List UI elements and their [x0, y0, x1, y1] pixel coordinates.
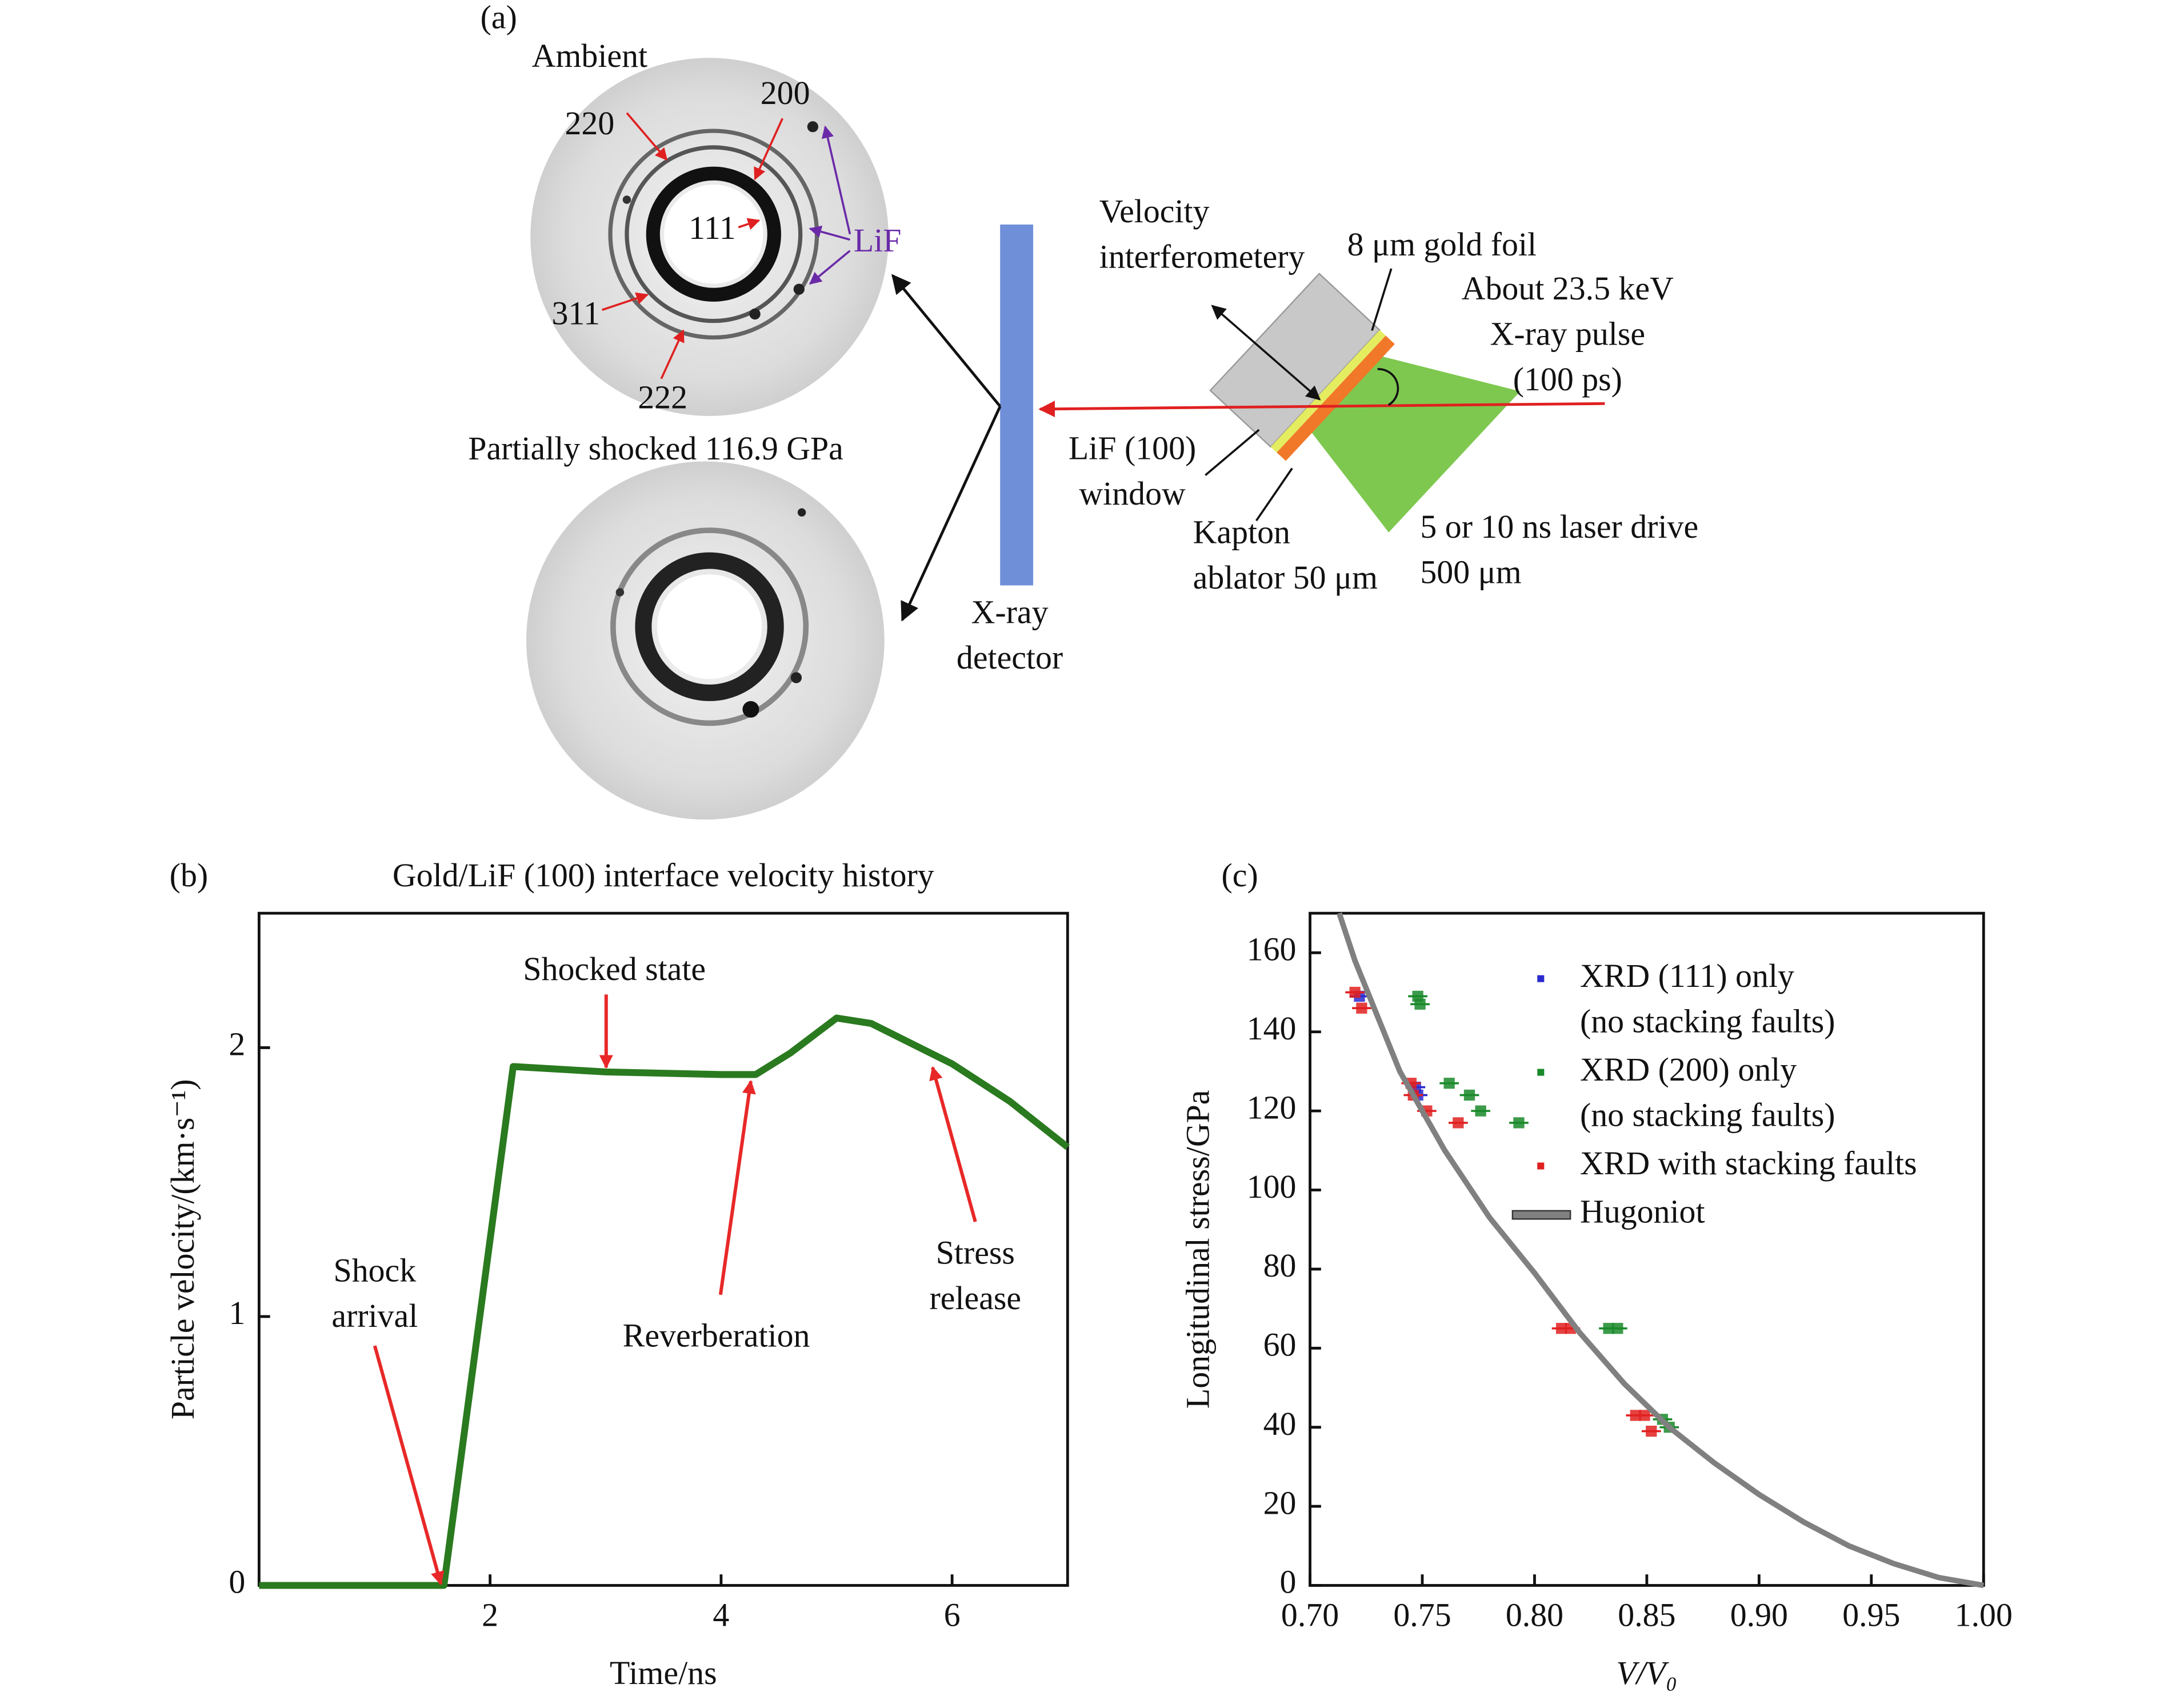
annotation-arrow: [373, 1345, 445, 1586]
scatter-point: [1639, 1410, 1650, 1421]
diffraction-ambient: [530, 58, 889, 416]
y-axis-label: Longitudinal stress/GPa: [1179, 1090, 1216, 1409]
legend-marker: [1537, 1069, 1545, 1076]
panel-a: (a) Ambient 220 200 111 311 222 LiF: [468, 0, 1698, 820]
label-detector: X-ray detector: [957, 594, 1063, 677]
label-shocked: Partially shocked 116.9 GPa: [468, 430, 843, 467]
pointer-lines: [1205, 268, 1393, 522]
y-tick-label: 80: [1263, 1247, 1297, 1284]
annotation-arrow: [929, 1066, 977, 1222]
scatter-point: [1414, 998, 1426, 1010]
annotation: Shock arrival: [331, 1252, 418, 1335]
x-tick-label: 0.80: [1506, 1597, 1563, 1634]
plot-frame: [257, 911, 1069, 1587]
y-tick-label: 40: [1263, 1405, 1297, 1442]
y-tick-label: 120: [1247, 1089, 1297, 1126]
reflection-label: 111: [689, 209, 735, 246]
x-tick-label: 0.70: [1281, 1597, 1339, 1634]
label-kapton: Kapton ablator 50 μm: [1193, 514, 1378, 597]
x-ray-beam: [1038, 401, 1605, 418]
scatter-point: [1612, 1323, 1623, 1334]
angle-mark: [1377, 368, 1399, 406]
legend-label: XRD with stacking faults: [1580, 1145, 1917, 1182]
legend-marker: [1537, 975, 1545, 982]
y-tick-label: 2: [229, 1026, 245, 1063]
x-tick-label: 0.95: [1842, 1597, 1900, 1634]
panel-label: (c): [1222, 857, 1258, 894]
x-axis-label: V/V₀: [1616, 1654, 1677, 1691]
x-tick-label: 2: [482, 1597, 498, 1634]
scatter-point: [1349, 986, 1361, 998]
reflection-arrows: [601, 112, 783, 379]
scatter-point: [1443, 1078, 1455, 1089]
y-tick-label: 0: [229, 1563, 245, 1601]
x-tick-label: 0.90: [1730, 1597, 1788, 1634]
y-tick-label: 0: [1280, 1563, 1297, 1601]
y-tick-label: 160: [1247, 931, 1297, 968]
label-gold: 8 μm gold foil: [1347, 226, 1537, 263]
reflection-label: 200: [761, 74, 810, 111]
y-tick-label: 100: [1247, 1168, 1297, 1205]
target: [1209, 273, 1521, 533]
scatter-point: [1463, 1089, 1475, 1101]
label-xray: About 23.5 keV X-ray pulse (100 ps): [1462, 270, 1674, 398]
reflection-label: 311: [551, 295, 600, 332]
label-velocity: Velocity interferometery: [1099, 193, 1305, 275]
y-axis-label: Particle velocity/(km·s⁻¹): [164, 1079, 201, 1419]
reflection-label: 222: [638, 379, 687, 416]
lif-arrows: [809, 125, 851, 285]
annotation-arrow: [718, 1079, 756, 1295]
annotation: Shocked state: [523, 950, 706, 987]
x-tick-label: 0.85: [1618, 1597, 1675, 1634]
legend-label: XRD (111) only (no stacking faults): [1580, 957, 1835, 1040]
annotation: Stress release: [930, 1234, 1022, 1317]
legend-label: XRD (200) only (no stacking faults): [1580, 1051, 1835, 1134]
diffraction-shocked: [526, 461, 885, 820]
scatter-point: [1453, 1117, 1464, 1129]
x-tick-label: 4: [713, 1597, 729, 1634]
data-line: [259, 1014, 1070, 1589]
hugoniot-line: [1337, 912, 1985, 1589]
x-tick-label: 1.00: [1955, 1597, 2013, 1634]
scatter-point: [1356, 1002, 1367, 1014]
scatter-point: [1475, 1105, 1486, 1117]
panel-label: (a): [481, 0, 517, 35]
scatter-point: [1513, 1117, 1525, 1129]
annotation: Reverberation: [623, 1317, 810, 1354]
label-ambient: Ambient: [532, 37, 647, 74]
panel-label: (b): [170, 857, 208, 894]
diffraction-arrows: [891, 274, 1002, 622]
x-ray-detector: [1000, 224, 1034, 586]
interferometry-arrow: [1211, 305, 1321, 401]
y-tick-label: 1: [229, 1294, 245, 1331]
x-tick-label: 6: [944, 1597, 961, 1634]
y-tick-label: 60: [1263, 1326, 1297, 1363]
chart-title: Gold/LiF (100) interface velocity histor…: [393, 857, 934, 894]
reflection-label: 220: [565, 105, 614, 142]
legend-marker: [1537, 1162, 1545, 1170]
legend-marker: [1511, 1210, 1571, 1220]
x-axis-label: Time/ns: [610, 1654, 717, 1691]
lif-label: LiF: [854, 222, 902, 259]
legend-label: Hugoniot: [1580, 1193, 1705, 1230]
y-tick-label: 20: [1263, 1484, 1297, 1521]
label-window: LiF (100) window: [1069, 430, 1196, 513]
label-laser: 5 or 10 ns laser drive 500 μm: [1420, 508, 1698, 591]
y-tick-label: 140: [1247, 1010, 1297, 1047]
x-tick-label: 0.75: [1393, 1597, 1451, 1634]
scatter-point: [1646, 1425, 1657, 1437]
